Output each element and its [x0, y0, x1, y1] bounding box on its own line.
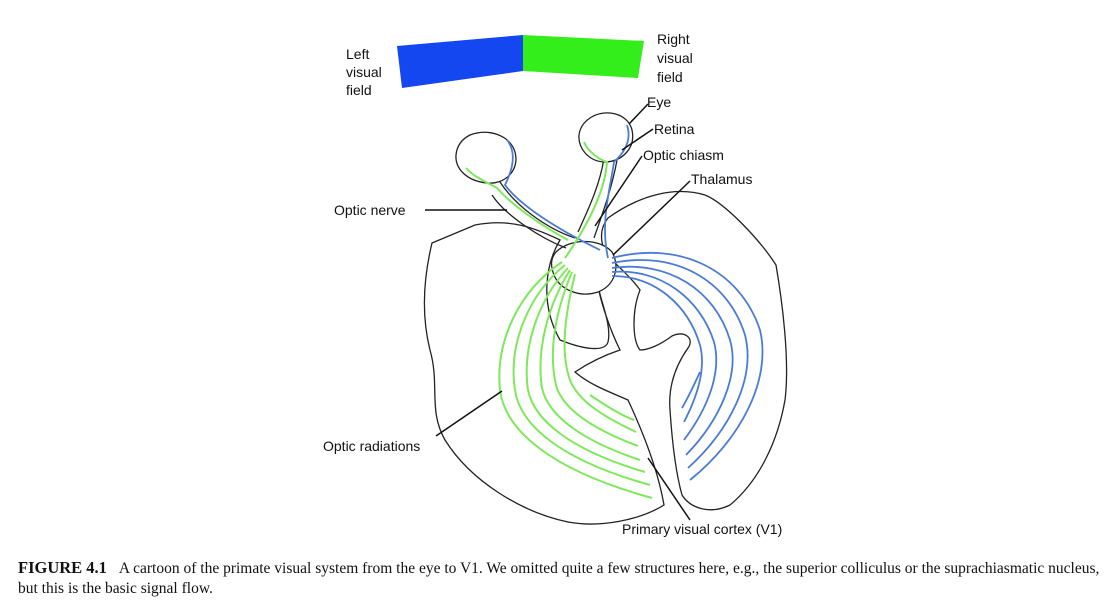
- retina-label: Retina: [654, 121, 695, 137]
- left-optic-nerve-outline: [491, 181, 576, 249]
- right-visual-field-line-1: Right: [657, 31, 690, 47]
- left-visual-field-line-1: Left: [346, 46, 369, 62]
- left-visual-field-line-3: field: [346, 82, 372, 98]
- figure-caption: FIGURE 4.1 A cartoon of the primate visua…: [18, 558, 1110, 599]
- right-visual-field-bar: [523, 35, 644, 78]
- right-visual-field-line-3: field: [657, 69, 683, 85]
- right-eye: [578, 112, 634, 163]
- right-hemisphere-outline: [600, 190, 788, 511]
- thalamus-label: Thalamus: [691, 171, 752, 187]
- label-leader-lines: [425, 103, 691, 521]
- right-eye-green-fibers: [564, 141, 609, 259]
- left-visual-field-line-2: visual: [346, 64, 382, 80]
- figure-number: FIGURE 4.1: [18, 558, 107, 577]
- right-visual-field-line-2: visual: [657, 50, 693, 66]
- optic-chiasm-label: Optic chiasm: [643, 147, 724, 163]
- green-optic-radiations: [498, 261, 653, 499]
- blue-optic-radiations: [611, 251, 764, 481]
- left-visual-field-label: Left visual field: [346, 46, 386, 98]
- left-eye: [455, 131, 517, 184]
- optic-nerve-label: Optic nerve: [334, 202, 406, 218]
- caption-text: A cartoon of the primate visual system f…: [18, 560, 1100, 597]
- left-eye-blue-fibers: [503, 139, 601, 251]
- left-visual-field-bar: [397, 35, 523, 88]
- right-visual-field-label: Right visual field: [657, 31, 697, 85]
- optic-radiations-label: Optic radiations: [323, 438, 420, 454]
- primary-visual-cortex-label: Primary visual cortex (V1): [622, 521, 782, 537]
- left-eye-green-fibers: [465, 167, 569, 241]
- eye-label: Eye: [647, 94, 671, 110]
- right-eye-blue-fibers: [604, 124, 630, 259]
